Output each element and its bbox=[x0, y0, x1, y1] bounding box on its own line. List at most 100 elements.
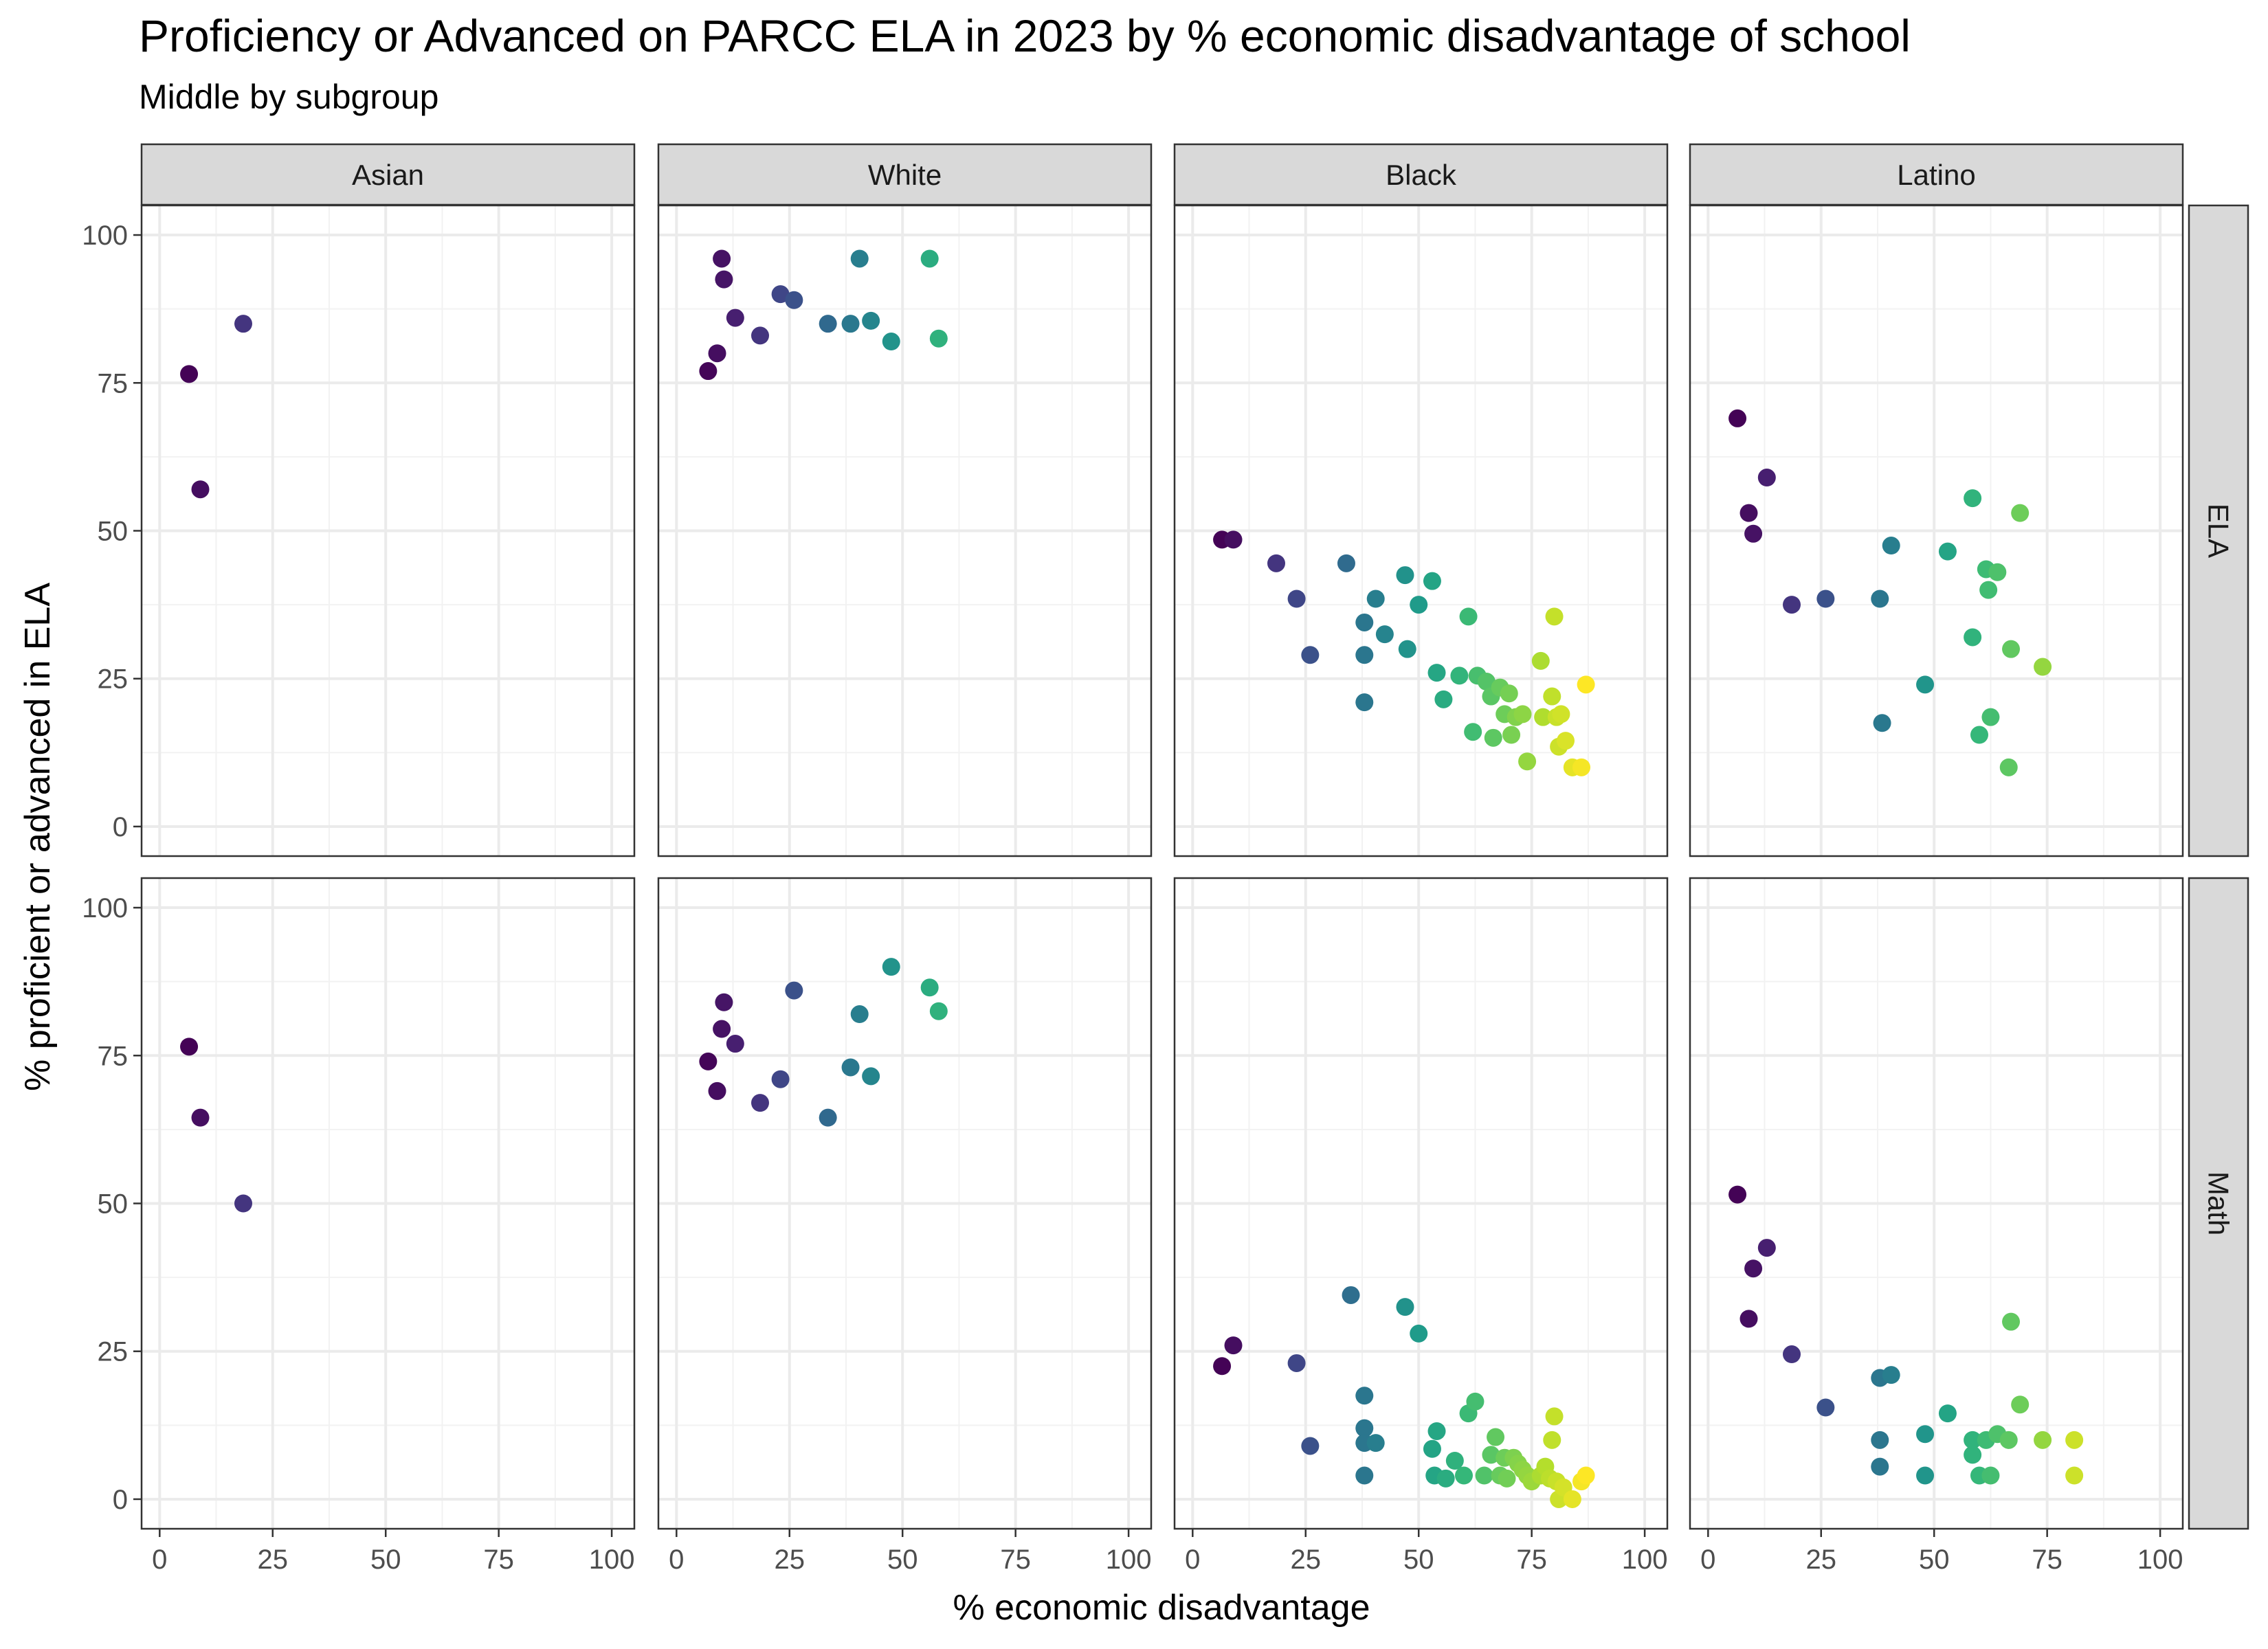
data-point bbox=[1427, 664, 1446, 682]
data-point bbox=[1450, 666, 1469, 685]
data-point bbox=[191, 480, 210, 499]
y-tick-label: 100 bbox=[82, 893, 128, 923]
data-point bbox=[1398, 640, 1416, 658]
data-point bbox=[819, 1108, 837, 1127]
data-point bbox=[1459, 607, 1478, 626]
data-point bbox=[1355, 1419, 1374, 1437]
data-point bbox=[1577, 1466, 1595, 1485]
data-point bbox=[1267, 554, 1286, 572]
data-point bbox=[785, 291, 803, 309]
panel-border bbox=[1689, 877, 2184, 1530]
data-point bbox=[1224, 530, 1243, 549]
data-point bbox=[2002, 1312, 2021, 1331]
data-point bbox=[1543, 687, 1561, 706]
data-point bbox=[234, 1194, 253, 1213]
data-point bbox=[1964, 628, 1982, 647]
data-point bbox=[1757, 1239, 1776, 1257]
data-point bbox=[234, 315, 253, 333]
data-point bbox=[1464, 723, 1482, 741]
data-point bbox=[713, 249, 731, 268]
data-point bbox=[708, 1081, 726, 1100]
data-point bbox=[1871, 1431, 1889, 1449]
data-point bbox=[1342, 1286, 1360, 1304]
data-point bbox=[1410, 596, 1428, 614]
data-point bbox=[1375, 625, 1394, 644]
y-tick-label: 50 bbox=[98, 517, 129, 547]
data-point bbox=[1502, 726, 1521, 744]
data-point bbox=[1739, 1310, 1758, 1328]
data-point bbox=[699, 362, 718, 381]
facet-strip-row bbox=[2188, 204, 2249, 857]
facet-label-column: Latino bbox=[1897, 159, 1975, 191]
data-point bbox=[1396, 566, 1414, 585]
data-point bbox=[1287, 1354, 1306, 1372]
data-point bbox=[862, 1067, 880, 1086]
data-point bbox=[771, 1070, 790, 1088]
data-point bbox=[708, 344, 726, 363]
data-point bbox=[1224, 1336, 1243, 1355]
data-point bbox=[1816, 1398, 1835, 1417]
y-tick-label: 0 bbox=[113, 812, 128, 842]
data-point bbox=[1366, 1434, 1385, 1452]
data-point bbox=[1487, 1428, 1505, 1446]
data-point bbox=[699, 1052, 718, 1070]
facet-label-column: Black bbox=[1386, 159, 1457, 191]
data-point bbox=[1445, 1451, 1464, 1470]
data-point bbox=[1475, 1466, 1493, 1485]
data-point bbox=[1988, 563, 2007, 581]
data-point bbox=[1964, 1431, 1982, 1449]
data-point bbox=[180, 365, 199, 383]
x-tick-label: 0 bbox=[669, 1545, 684, 1575]
data-point bbox=[1556, 732, 1575, 750]
data-point bbox=[1355, 646, 1374, 664]
x-tick-label: 0 bbox=[1700, 1545, 1715, 1575]
data-point bbox=[841, 1058, 860, 1077]
data-point bbox=[1916, 1425, 1935, 1444]
data-point bbox=[929, 329, 948, 348]
data-point bbox=[1572, 758, 1591, 776]
x-tick-label: 75 bbox=[483, 1545, 514, 1575]
data-point bbox=[1999, 1431, 2018, 1449]
data-point bbox=[785, 981, 803, 1000]
data-point bbox=[1916, 1466, 1935, 1485]
data-point bbox=[1563, 1490, 1581, 1508]
facet-strip-column bbox=[657, 143, 1153, 206]
data-point bbox=[1366, 590, 1385, 608]
x-tick-label: 100 bbox=[2137, 1545, 2183, 1575]
x-tick-label: 50 bbox=[887, 1545, 918, 1575]
data-point bbox=[2011, 504, 2030, 522]
x-tick-label: 75 bbox=[2032, 1545, 2063, 1575]
data-point bbox=[1484, 728, 1502, 747]
x-tick-label: 25 bbox=[1806, 1545, 1837, 1575]
data-point bbox=[713, 1020, 731, 1038]
facet-label-row: Math bbox=[2203, 1171, 2235, 1235]
facet-label-column: White bbox=[868, 159, 942, 191]
data-point bbox=[1518, 752, 1537, 771]
data-point bbox=[1871, 590, 1889, 608]
data-point bbox=[850, 249, 869, 268]
x-tick-label: 75 bbox=[1000, 1545, 1031, 1575]
data-point bbox=[1981, 708, 2000, 726]
data-point bbox=[1744, 1259, 1763, 1278]
data-point bbox=[1979, 581, 1998, 599]
data-point bbox=[1531, 651, 1550, 670]
y-tick-label: 100 bbox=[82, 221, 128, 251]
chart-subtitle: Middle by subgroup bbox=[139, 78, 439, 116]
data-point bbox=[1454, 1466, 1473, 1485]
chart-title: Proficiency or Advanced on PARCC ELA in … bbox=[139, 10, 1911, 61]
data-point bbox=[1545, 1407, 1564, 1426]
data-point bbox=[819, 315, 837, 333]
data-point bbox=[1577, 675, 1595, 694]
data-point bbox=[2065, 1466, 2084, 1485]
data-point bbox=[1873, 714, 1891, 732]
data-point bbox=[1396, 1298, 1414, 1316]
data-point bbox=[1427, 1422, 1446, 1440]
x-tick-label: 25 bbox=[1291, 1545, 1322, 1575]
data-point bbox=[1545, 607, 1564, 626]
data-point bbox=[1477, 673, 1496, 691]
data-point bbox=[841, 315, 860, 333]
data-point bbox=[1355, 1466, 1374, 1485]
facet-strip-column bbox=[1689, 143, 2184, 206]
data-point bbox=[1355, 1387, 1374, 1405]
